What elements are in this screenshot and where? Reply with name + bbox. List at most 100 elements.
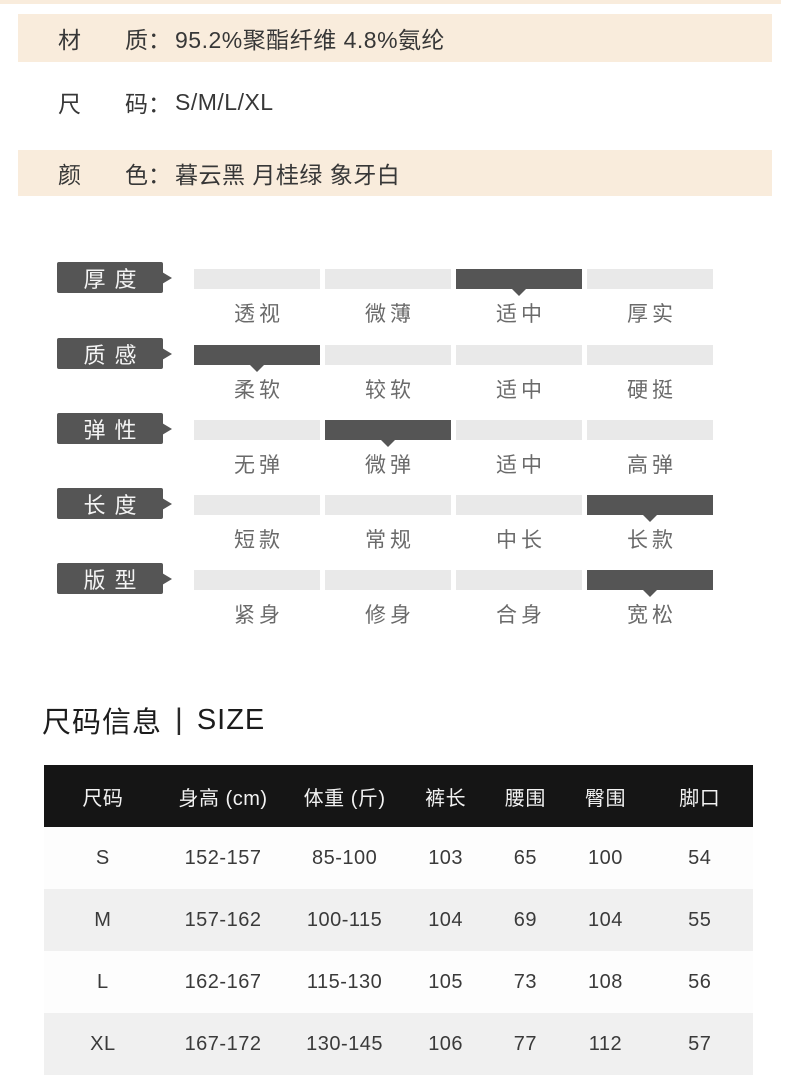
table-cell: 162-167	[184, 970, 262, 993]
attribute-label-tab: 质感	[57, 338, 163, 369]
level-bar	[325, 570, 451, 590]
table-cell: 54	[688, 846, 712, 869]
info-colon: ：	[148, 27, 171, 53]
size-table-header-row: 尺码 身高 (cm) 体重 (斤) 裤长 腰围 臀围 脚口	[44, 765, 753, 827]
header-cell: 体重 (斤)	[303, 787, 386, 810]
info-label: 材质	[58, 21, 148, 55]
info-label: 尺码	[58, 85, 148, 119]
level-bar	[194, 495, 320, 515]
attribute-row: 质感柔软 较软 适中 硬挺	[0, 332, 790, 408]
attribute-scale: 透视 微薄 适中 厚实	[194, 269, 713, 328]
attribute-option-label: 合身	[496, 604, 546, 627]
attribute-label-tab: 弹性	[57, 413, 163, 444]
selected-level-bar	[587, 570, 713, 590]
table-cell: 112	[588, 1032, 623, 1055]
header-cell: 身高 (cm)	[178, 787, 268, 810]
attribute-row: 长度 短款 常规 中长 长款	[0, 482, 790, 558]
table-cell: 130-145	[306, 1032, 384, 1055]
attribute-row: 厚度 透视 微薄 适中 厚实	[0, 256, 790, 332]
level-bar	[587, 345, 713, 365]
level-bar	[325, 495, 451, 515]
info-label-char: 色	[125, 162, 148, 188]
info-label: 颜色	[58, 156, 148, 190]
attribute-label-tab: 厚度	[57, 262, 163, 293]
info-label-char: 材	[58, 27, 81, 53]
size-table-row: S 152-157 85-100 103 65 100 54	[44, 827, 753, 889]
attribute-option: 常规	[325, 495, 451, 554]
attribute-option-label: 常规	[365, 529, 415, 552]
level-bar	[194, 570, 320, 590]
table-cell: 56	[688, 970, 712, 993]
info-colon: ：	[148, 162, 171, 188]
level-bar	[587, 269, 713, 289]
header-cell: 腰围	[504, 787, 546, 810]
attribute-option-label: 适中	[496, 454, 546, 477]
table-cell: 115-130	[306, 970, 383, 993]
info-label-char: 质	[125, 27, 148, 53]
info-row: 材质： 95.2%聚酯纤维 4.8%氨纶	[18, 14, 772, 62]
level-bar	[456, 495, 582, 515]
attribute-label-tab: 版型	[57, 563, 163, 594]
attribute-option-label: 柔软	[234, 379, 284, 402]
attribute-option-label: 较软	[365, 379, 415, 402]
attribute-option: 修身	[325, 570, 451, 629]
size-heading-en: SIZE	[196, 703, 266, 736]
header-cell: 臀围	[584, 787, 626, 810]
info-value: 95.2%聚酯纤维 4.8%氨纶	[175, 27, 446, 53]
info-row: 尺码： S/M/L/XL	[18, 84, 772, 120]
info-label-char: 尺	[58, 91, 81, 117]
table-cell: 157-162	[184, 908, 262, 931]
table-cell: 85-100	[311, 846, 378, 869]
table-cell: 108	[588, 970, 623, 993]
attribute-option-label: 高弹	[627, 454, 677, 477]
attribute-option: 宽松	[587, 570, 713, 629]
attribute-option: 适中	[456, 420, 582, 479]
size-table-row: L 162-167 115-130 105 73 108 56	[44, 951, 753, 1013]
table-cell: S	[95, 846, 110, 869]
table-cell: L	[97, 970, 109, 993]
info-label-char: 颜	[58, 162, 81, 188]
table-cell: 100-115	[306, 908, 383, 931]
attribute-option-label: 中长	[496, 529, 546, 552]
level-bar	[325, 269, 451, 289]
attribute-option-label: 微弹	[365, 454, 415, 477]
table-cell: 100	[588, 846, 623, 869]
table-cell: 65	[513, 846, 537, 869]
table-cell: 104	[588, 908, 623, 931]
info-value: 暮云黑 月桂绿 象牙白	[175, 162, 401, 188]
table-cell: 69	[513, 908, 537, 931]
level-bar	[194, 269, 320, 289]
attribute-option-label: 宽松	[627, 604, 677, 627]
size-table: 尺码 身高 (cm) 体重 (斤) 裤长 腰围 臀围 脚口 S 152-157 85-100 103…	[44, 765, 753, 1075]
level-bar	[456, 420, 582, 440]
attribute-label-tab: 长度	[57, 488, 163, 519]
info-value: S/M/L/XL	[175, 88, 274, 115]
info-row: 颜色：暮云黑 月桂绿 象牙白	[18, 150, 772, 196]
top-accent-strip	[0, 0, 781, 4]
attribute-option: 中长	[456, 495, 582, 554]
attribute-option: 较软	[325, 345, 451, 404]
attribute-option: 柔软	[194, 345, 320, 404]
table-cell: 73	[513, 970, 537, 993]
level-bar	[456, 345, 582, 365]
attribute-option: 适中	[456, 269, 582, 328]
attribute-option: 短款	[194, 495, 320, 554]
level-bar	[587, 420, 713, 440]
attribute-scale: 短款 常规 中长 长款	[194, 495, 713, 554]
size-heading-cn: 尺码信息	[42, 707, 163, 739]
attribute-option: 硬挺	[587, 345, 713, 404]
table-cell: 106	[428, 1032, 464, 1055]
table-cell: 77	[513, 1032, 537, 1055]
attribute-row: 版型 紧身 修身 合身 宽松	[0, 557, 790, 633]
attribute-option: 合身	[456, 570, 582, 629]
selected-level-bar	[587, 495, 713, 515]
table-cell: 105	[428, 970, 464, 993]
table-cell: 104	[428, 908, 464, 931]
level-bar	[325, 345, 451, 365]
table-cell: 167-172	[184, 1032, 262, 1055]
attribute-option-label: 硬挺	[627, 379, 677, 402]
size-table-row: M 157-162 100-115 104 69 104 55	[44, 889, 753, 951]
attribute-option-label: 适中	[496, 379, 546, 402]
table-cell: M	[94, 908, 112, 931]
